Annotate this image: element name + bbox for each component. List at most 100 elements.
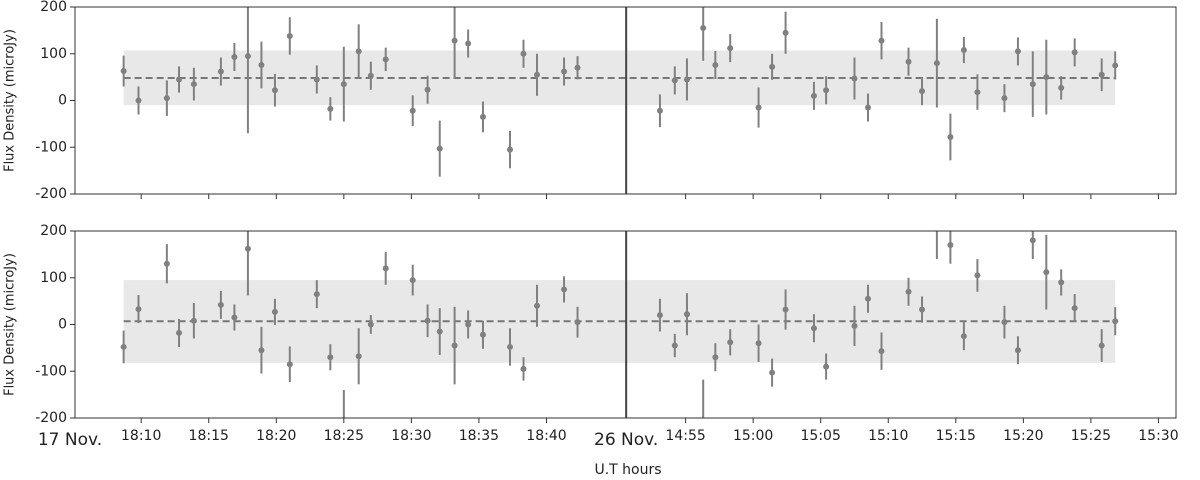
point xyxy=(258,347,265,354)
point xyxy=(313,291,320,298)
point xyxy=(1112,318,1119,325)
point xyxy=(851,322,858,329)
point xyxy=(258,61,265,68)
point xyxy=(933,60,940,67)
point xyxy=(1098,342,1105,349)
y-tick-label: 200 xyxy=(40,0,67,15)
point xyxy=(355,353,362,360)
point xyxy=(271,87,278,94)
point xyxy=(782,29,789,36)
point xyxy=(231,54,238,61)
x-tick-label: 15:10 xyxy=(868,428,908,444)
point xyxy=(479,113,486,120)
point xyxy=(1029,237,1036,244)
point xyxy=(712,354,719,361)
point xyxy=(465,40,472,47)
point xyxy=(683,76,690,83)
point xyxy=(367,321,374,328)
point xyxy=(878,37,885,44)
point xyxy=(1058,279,1065,286)
x-tick-label: 18:10 xyxy=(121,428,161,444)
point xyxy=(190,317,197,324)
y-tick-label: 0 xyxy=(58,93,67,109)
point xyxy=(382,265,389,272)
point xyxy=(851,75,858,82)
point xyxy=(1043,269,1050,276)
point xyxy=(286,361,293,368)
x-tick-label: 15:20 xyxy=(1003,428,1043,444)
point xyxy=(1098,71,1105,78)
x-tick-label: 18:15 xyxy=(189,428,229,444)
point xyxy=(671,77,678,84)
point xyxy=(244,53,251,60)
point xyxy=(217,68,224,75)
point xyxy=(327,105,334,112)
point xyxy=(769,63,776,70)
point xyxy=(424,86,431,93)
point xyxy=(864,104,871,111)
point xyxy=(135,97,142,104)
x-tick-label: 18:35 xyxy=(459,428,499,444)
point xyxy=(409,277,416,284)
point xyxy=(367,72,374,79)
x-tick-label: 18:25 xyxy=(324,428,364,444)
point xyxy=(534,71,541,78)
point xyxy=(327,354,334,361)
point xyxy=(574,319,581,326)
y-tick-label: -100 xyxy=(35,363,67,379)
point xyxy=(574,64,581,71)
point xyxy=(1001,95,1008,102)
point xyxy=(974,89,981,96)
point xyxy=(465,321,472,328)
plot-area xyxy=(120,231,1119,426)
point xyxy=(451,37,458,44)
point xyxy=(163,260,170,267)
point xyxy=(561,286,568,293)
x-tick-label: 18:40 xyxy=(526,428,566,444)
point xyxy=(561,68,568,75)
point xyxy=(451,342,458,349)
point xyxy=(424,317,431,324)
y-axis-label: Flux Density (microJy) xyxy=(3,29,18,172)
segment-label: 17 Nov. xyxy=(38,430,102,450)
point xyxy=(823,363,830,370)
x-tick-label: 15:15 xyxy=(936,428,976,444)
point xyxy=(960,47,967,54)
point xyxy=(727,45,734,52)
point xyxy=(176,329,183,336)
point xyxy=(656,312,663,319)
y-tick-label: 100 xyxy=(40,270,67,286)
point xyxy=(1029,81,1036,88)
point xyxy=(769,369,776,376)
segment-label: 26 Nov. xyxy=(594,430,658,450)
point xyxy=(864,295,871,302)
y-tick-label: -100 xyxy=(35,139,67,155)
point xyxy=(700,25,707,32)
point xyxy=(1014,48,1021,55)
y-tick-label: 200 xyxy=(40,223,67,239)
y-tick-label: 100 xyxy=(40,46,67,62)
point xyxy=(120,68,127,75)
point xyxy=(231,314,238,321)
x-axis-label: U.T hours xyxy=(594,462,661,478)
point xyxy=(244,245,251,252)
y-axis-label: Flux Density (microJy) xyxy=(3,253,18,396)
point xyxy=(1014,347,1021,354)
y-tick-label: -200 xyxy=(35,186,67,202)
point xyxy=(217,301,224,308)
point xyxy=(671,342,678,349)
point xyxy=(878,348,885,355)
point xyxy=(436,145,443,152)
point xyxy=(919,306,926,313)
point xyxy=(905,58,912,65)
point xyxy=(382,56,389,63)
point xyxy=(120,343,127,350)
point xyxy=(810,325,817,332)
plot-area xyxy=(120,7,1119,177)
point xyxy=(823,87,830,94)
point xyxy=(905,288,912,295)
point xyxy=(947,133,954,140)
point xyxy=(700,420,706,426)
point xyxy=(355,48,362,55)
